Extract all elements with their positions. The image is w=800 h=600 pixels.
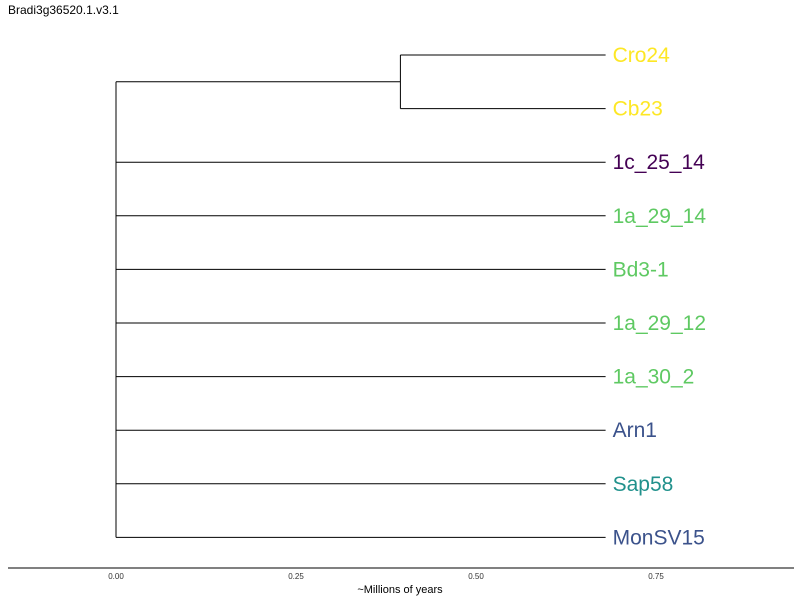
x-tick-label: 0.00 bbox=[108, 572, 124, 581]
tip-label: 1a_30_2 bbox=[613, 366, 695, 389]
tree-title: Bradi3g36520.1.v3.1 bbox=[8, 3, 119, 17]
tip-label: 1a_29_14 bbox=[613, 205, 707, 228]
tip-label: 1c_25_14 bbox=[613, 151, 706, 174]
tip-label: Cro24 bbox=[613, 44, 671, 67]
tip-labels: Cro24 Cb23 1c_25_14 1a_29_14 Bd3-1 1a_29_12 1a… bbox=[613, 44, 707, 549]
tip-label: MonSV15 bbox=[613, 526, 705, 549]
tip-label: Bd3-1 bbox=[613, 258, 669, 281]
tip-label: 1a_29_12 bbox=[613, 312, 706, 335]
x-axis-label: ~Millions of years bbox=[357, 584, 443, 596]
tip-label: Cb23 bbox=[613, 98, 663, 121]
tip-label: Arn1 bbox=[613, 419, 657, 442]
x-tick-label: 0.75 bbox=[648, 572, 664, 581]
tree-branches bbox=[115, 54, 606, 538]
x-tick-label: 0.25 bbox=[288, 572, 304, 581]
x-axis: 0.00 0.25 0.50 0.75 ~Millions of years bbox=[8, 567, 794, 596]
x-tick-label: 0.50 bbox=[468, 572, 484, 581]
tip-label: Sap58 bbox=[613, 473, 674, 496]
